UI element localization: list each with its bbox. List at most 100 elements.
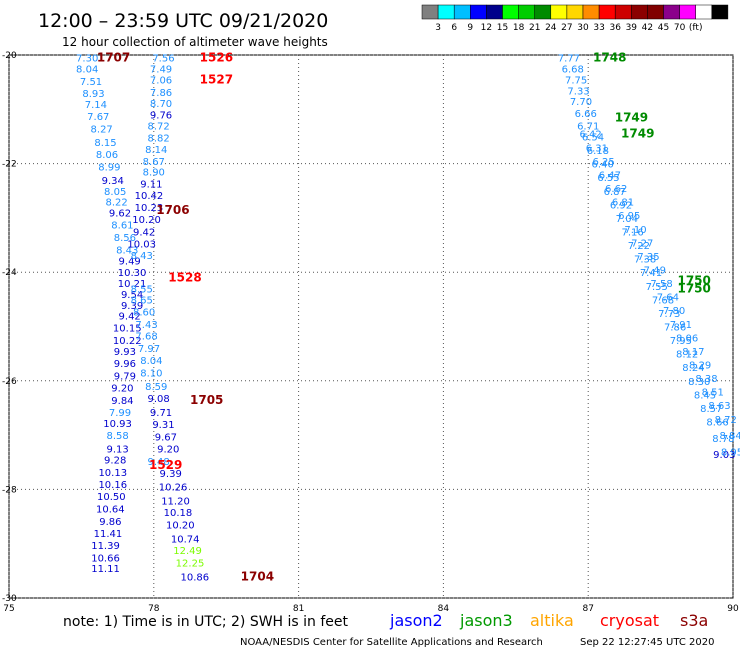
x-tick-label: 75 bbox=[3, 604, 14, 614]
mission-legend-jason2: jason2 bbox=[389, 611, 443, 630]
wave-height-point: 7.10 bbox=[624, 225, 646, 236]
y-tick-label: -26 bbox=[2, 377, 17, 387]
wave-height-point: 8.45 bbox=[694, 390, 716, 401]
colorbar-swatch bbox=[502, 4, 519, 20]
wave-height-point: 7.41 bbox=[640, 268, 662, 279]
wave-height-point: 9.49 bbox=[119, 256, 141, 267]
wave-height-point: 8.27 bbox=[91, 124, 113, 135]
wave-height-point: 9.93 bbox=[114, 347, 136, 358]
wave-height-point: 8.90 bbox=[143, 168, 165, 179]
colorbar-label: 30 bbox=[577, 23, 589, 33]
wave-height-point: 8.29 bbox=[689, 361, 711, 372]
wave-height-point: 8.05 bbox=[104, 187, 126, 198]
chart-title: 12:00 – 23:59 UTC 09/21/2020 bbox=[38, 10, 328, 32]
pass-time-labels: 1707 1526 1527 1706 1528 1705 1529 1704 1748 1749… bbox=[97, 51, 711, 584]
wave-height-point: 9.20 bbox=[157, 445, 179, 456]
colorbar-swatch bbox=[518, 4, 535, 20]
wave-height-point: 10.66 bbox=[91, 553, 120, 564]
x-tick-label: 87 bbox=[582, 604, 593, 614]
wave-height-point: 7.99 bbox=[109, 408, 131, 419]
wave-height-point: 9.34 bbox=[102, 176, 124, 187]
wave-height-point: 10.64 bbox=[96, 504, 125, 515]
wave-height-point: 8.67 bbox=[143, 157, 165, 168]
wave-height-point: 9.08 bbox=[147, 394, 169, 405]
wave-height-point: 10.42 bbox=[135, 191, 164, 202]
wave-height-point: 8.59 bbox=[145, 382, 167, 393]
wave-height-point: 9.54 bbox=[121, 290, 143, 301]
wave-height-point: 7.49 bbox=[150, 65, 172, 76]
colorbar-swatch bbox=[486, 4, 503, 20]
colorbar-label: 9 bbox=[467, 23, 473, 33]
wave-height-point: 8.95 bbox=[721, 447, 740, 458]
colorbar-swatch bbox=[679, 4, 696, 20]
wave-height-point: 9.39 bbox=[121, 301, 143, 312]
pass-time-label: 1707 bbox=[97, 51, 130, 65]
wave-height-point: 7.64 bbox=[657, 293, 679, 304]
colorbar-label: 24 bbox=[545, 23, 557, 33]
wave-height-point: 6.92 bbox=[610, 200, 632, 211]
wave-height-point: 10.20 bbox=[166, 521, 195, 532]
wave-height-point: 8.24 bbox=[682, 363, 704, 374]
wave-height-point: 9.96 bbox=[114, 359, 136, 370]
wave-height-point: 7.77 bbox=[558, 54, 580, 65]
wave-height-point: 9.42 bbox=[119, 312, 141, 323]
wave-height-point: 10.21 bbox=[118, 279, 147, 290]
wave-height-point: 10.23 bbox=[135, 203, 164, 214]
wave-height-point: 8.38 bbox=[695, 374, 717, 385]
wave-height-point: 8.43 bbox=[131, 251, 153, 262]
wave-height-point: 8.22 bbox=[106, 198, 128, 209]
wave-height-point: 7.58 bbox=[650, 279, 672, 290]
x-tick-label: 90 bbox=[727, 604, 739, 614]
colorbar-label: 42 bbox=[642, 23, 653, 33]
pass-time-label: 1749 bbox=[621, 127, 654, 141]
wave-height-point: 6.87 bbox=[604, 187, 626, 198]
x-tick-label: 78 bbox=[148, 604, 160, 614]
colorbar-swatch bbox=[453, 4, 471, 20]
wave-height-point: 8.17 bbox=[682, 347, 704, 358]
wave-height-point: 10.15 bbox=[113, 324, 142, 335]
wave-height-point: 9.42 bbox=[133, 227, 155, 238]
wave-height-point: 9.11 bbox=[140, 180, 162, 191]
wave-height-point: 9.39 bbox=[160, 469, 182, 480]
wave-height-point: 7.38 bbox=[634, 255, 656, 266]
plot-frame bbox=[8, 54, 734, 599]
y-tick-label: -28 bbox=[2, 485, 17, 495]
wave-height-point: 6.47 bbox=[599, 170, 621, 181]
wave-height-point: 8.72 bbox=[147, 122, 169, 133]
wave-height-point: 11.11 bbox=[91, 564, 120, 575]
wave-height-point: 6.68 bbox=[562, 65, 584, 76]
wave-height-point: 12.25 bbox=[176, 559, 205, 570]
wave-height-point: 7.04 bbox=[616, 214, 638, 225]
wave-height-point: 7.97 bbox=[138, 344, 160, 355]
wave-height-point: 7.22 bbox=[628, 241, 650, 252]
wave-height-point: 7.55 bbox=[646, 282, 668, 293]
wave-height-point: 10.13 bbox=[98, 468, 127, 479]
wave-height-point: 10.16 bbox=[98, 480, 127, 491]
wave-height-point: 7.70 bbox=[570, 97, 592, 108]
wave-height-point: 7.06 bbox=[150, 75, 172, 86]
pass-time-label: 1749 bbox=[615, 110, 648, 124]
wave-height-point: 8.65 bbox=[131, 295, 153, 306]
x-tick-label: 84 bbox=[438, 604, 450, 614]
wave-height-point: 8.84 bbox=[719, 431, 740, 442]
wave-height-point: 10.86 bbox=[181, 572, 210, 583]
footer-note: note: 1) Time is in UTC; 2) SWH is in fe… bbox=[63, 614, 349, 630]
pass-time-label: 1529 bbox=[149, 458, 182, 472]
wave-height-point: 10.74 bbox=[171, 534, 200, 545]
colorbar-label: 15 bbox=[497, 23, 508, 33]
wave-height-point: 8.66 bbox=[706, 418, 728, 429]
wave-height-point: 6.55 bbox=[597, 173, 619, 184]
wave-height-point: 9.03 bbox=[713, 450, 735, 461]
colorbar-swatch bbox=[550, 4, 568, 20]
colorbar-swatch bbox=[663, 4, 680, 20]
wave-height-values: 7.308.047.518.937.147.678.278.158.068.99… bbox=[76, 54, 740, 584]
wave-height-point: 10.18 bbox=[164, 508, 193, 519]
colorbar-swatch bbox=[470, 4, 487, 20]
wave-height-point: 9.67 bbox=[155, 433, 177, 444]
colorbar-label: (ft) bbox=[689, 23, 703, 33]
wave-height-point: 7.75 bbox=[565, 75, 587, 86]
wave-height-point: 9.86 bbox=[99, 517, 121, 528]
wave-height-point: 9.76 bbox=[150, 111, 172, 122]
wave-height-point: 7.86 bbox=[150, 88, 172, 99]
wave-height-point: 7.73 bbox=[658, 309, 680, 320]
